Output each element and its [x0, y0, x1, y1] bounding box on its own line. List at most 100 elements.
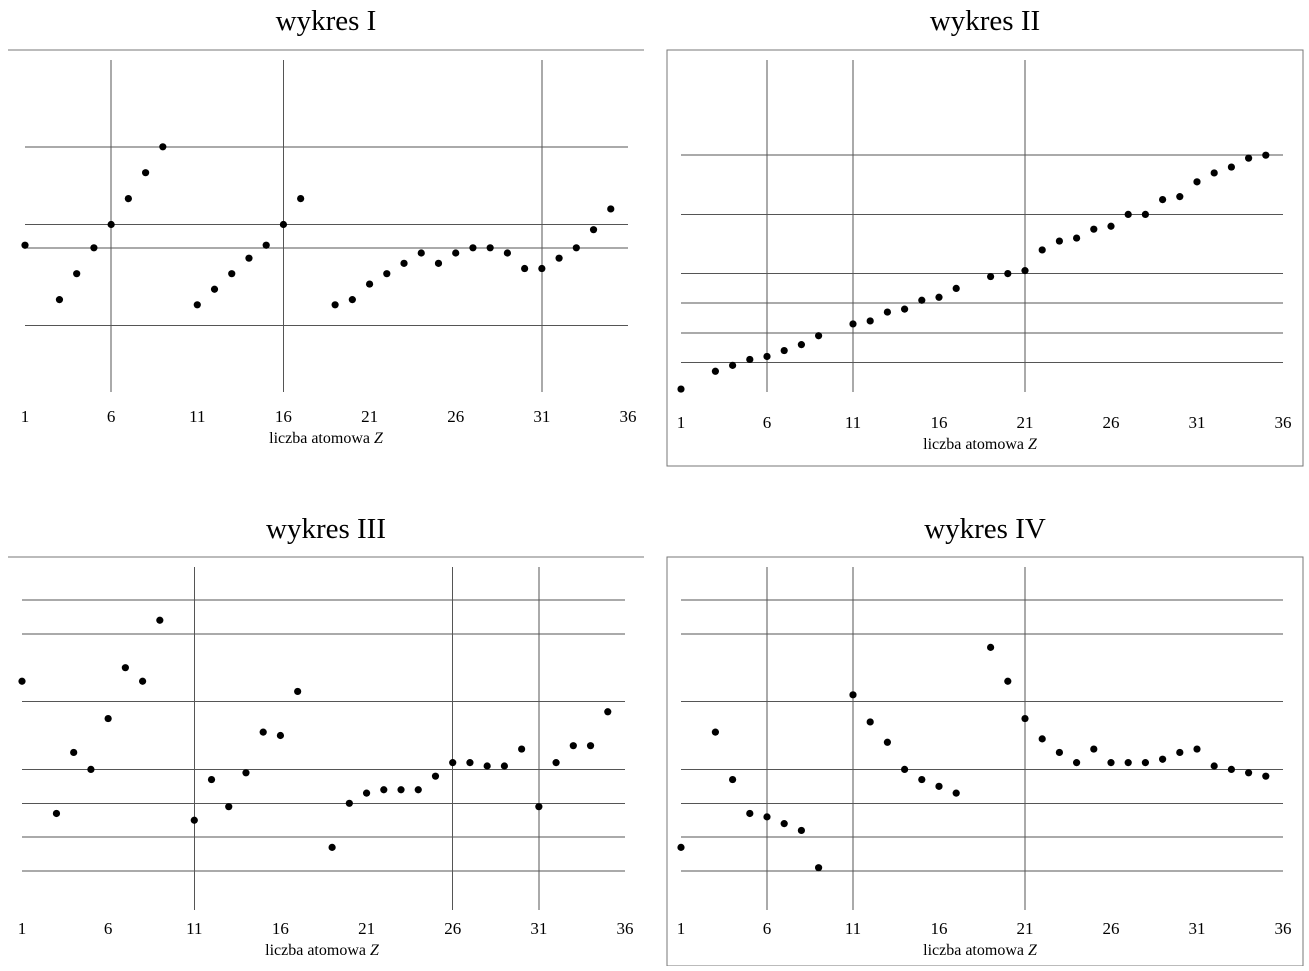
x-tick-label: 11: [186, 919, 202, 938]
x-tick-label: 31: [1189, 919, 1206, 938]
data-point: [521, 264, 529, 273]
data-point: [1055, 237, 1063, 245]
data-point: [918, 775, 926, 784]
data-point: [1107, 222, 1115, 230]
data-point: [1245, 154, 1253, 162]
data-point: [746, 355, 754, 364]
data-point: [935, 293, 943, 301]
data-point: [380, 786, 388, 794]
data-point: [763, 352, 771, 361]
data-point: [901, 765, 909, 774]
data-point: [1038, 246, 1046, 254]
x-tick-label: 1: [18, 919, 27, 938]
data-point: [987, 643, 995, 651]
x-tick-label: 16: [931, 919, 948, 938]
x-tick-label: 21: [358, 919, 375, 938]
x-axis-label: liczba atomowa Z: [269, 430, 384, 447]
data-point: [1021, 267, 1029, 275]
data-point: [746, 809, 754, 818]
chart-title: wykres I: [276, 5, 377, 37]
data-point: [276, 731, 285, 740]
data-point: [245, 254, 253, 262]
data-point: [849, 691, 857, 699]
data-point: [952, 284, 960, 292]
x-tick-label: 36: [620, 407, 637, 426]
data-point: [1227, 765, 1235, 774]
data-point: [124, 195, 132, 203]
chart-title: wykres II: [930, 5, 1040, 37]
data-point: [883, 738, 892, 746]
data-point: [849, 320, 857, 328]
data-point: [1245, 769, 1253, 777]
data-point: [400, 259, 408, 267]
data-point: [901, 305, 909, 313]
data-point: [331, 301, 339, 309]
data-point: [1038, 735, 1046, 743]
data-point: [866, 718, 874, 726]
x-tick-label: 26: [447, 407, 464, 426]
data-point: [1073, 759, 1081, 767]
data-point: [70, 748, 78, 757]
data-point: [107, 220, 115, 229]
data-point: [362, 789, 371, 797]
data-point: [383, 270, 391, 278]
data-point: [466, 759, 474, 767]
data-point: [797, 341, 806, 349]
x-tick-label: 6: [763, 413, 772, 432]
data-point: [569, 742, 577, 750]
x-tick-label: 31: [533, 407, 550, 426]
x-tick-label: 31: [530, 919, 547, 938]
data-point: [417, 249, 425, 257]
data-point: [328, 843, 336, 851]
data-point: [483, 762, 491, 770]
data-point: [729, 775, 737, 784]
data-point: [345, 799, 353, 807]
data-point: [572, 244, 580, 252]
data-point: [1021, 714, 1029, 723]
data-point: [1090, 745, 1098, 753]
data-point: [1073, 234, 1081, 242]
chart-title: wykres III: [266, 513, 386, 545]
x-tick-label: 11: [845, 413, 861, 432]
data-point: [987, 272, 995, 281]
x-tick-label: 16: [275, 407, 292, 426]
x-tick-label: 6: [763, 919, 772, 938]
data-point: [225, 803, 233, 811]
data-point: [210, 285, 219, 293]
x-tick-label: 6: [107, 407, 116, 426]
data-point: [73, 270, 81, 278]
data-point: [297, 195, 305, 203]
data-point: [1124, 759, 1132, 767]
x-tick-label: 11: [189, 407, 205, 426]
data-point: [677, 385, 685, 393]
x-tick-label: 16: [272, 919, 289, 938]
data-point: [1176, 193, 1184, 201]
x-tick-label: 26: [444, 919, 461, 938]
data-point: [935, 782, 943, 790]
x-tick-label: 21: [361, 407, 378, 426]
data-point: [159, 143, 167, 151]
x-axis-label: liczba atomowa Z: [923, 436, 1038, 453]
x-tick-label: 36: [617, 919, 634, 938]
x-tick-label: 11: [845, 919, 861, 938]
x-tick-label: 21: [1017, 919, 1034, 938]
data-point: [677, 843, 685, 851]
data-point: [156, 616, 164, 624]
data-point: [242, 769, 250, 777]
data-point: [1055, 748, 1063, 757]
data-point: [883, 308, 892, 316]
x-tick-label: 1: [21, 407, 30, 426]
x-tick-label: 26: [1103, 919, 1120, 938]
data-point: [1159, 196, 1167, 204]
data-point: [500, 762, 508, 770]
data-point: [486, 244, 494, 252]
data-point: [139, 677, 147, 685]
panel-border: [666, 49, 1304, 467]
data-point: [365, 280, 374, 288]
x-tick-label: 36: [1275, 919, 1292, 938]
data-point: [503, 249, 511, 257]
